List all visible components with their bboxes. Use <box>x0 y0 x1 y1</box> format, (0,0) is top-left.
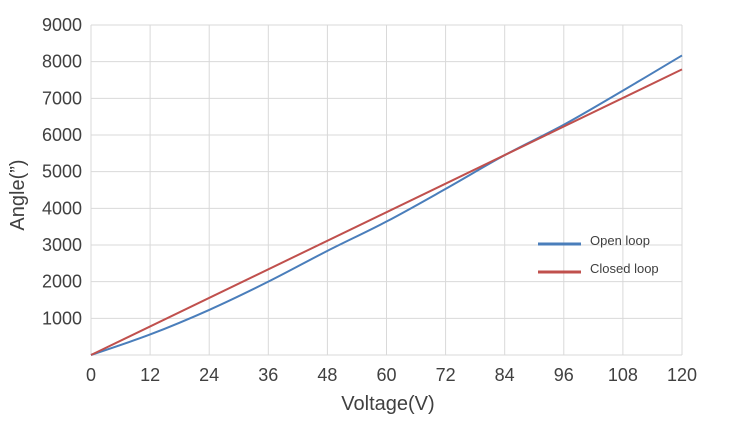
y-tick-label: 1000 <box>42 308 82 328</box>
y-tick-label: 7000 <box>42 88 82 108</box>
series-line-closed-loop <box>90 68 683 356</box>
x-tick-label: 60 <box>376 365 396 385</box>
legend: Open loop Closed loop <box>538 233 659 276</box>
x-tick-label: 12 <box>140 365 160 385</box>
y-tick-label: 4000 <box>42 198 82 218</box>
y-tick-labels: 1000 2000 3000 4000 5000 6000 7000 8000 9000 <box>42 15 82 328</box>
y-tick-label: 3000 <box>42 235 82 255</box>
y-tick-label: 8000 <box>42 52 82 72</box>
legend-label-closed-loop: Closed loop <box>590 261 659 276</box>
y-axis-title: Angle(”) <box>7 159 29 230</box>
x-tick-label: 72 <box>436 365 456 385</box>
y-tick-label: 2000 <box>42 272 82 292</box>
y-tick-label: 5000 <box>42 162 82 182</box>
x-tick-labels: 0 12 24 36 48 60 72 84 96 108 120 <box>86 365 697 385</box>
x-tick-label: 108 <box>608 365 638 385</box>
series-line-open-loop <box>90 54 683 356</box>
series-lines <box>90 54 683 356</box>
x-tick-label: 36 <box>258 365 278 385</box>
x-tick-label: 96 <box>554 365 574 385</box>
x-axis-title: Voltage(V) <box>341 393 434 415</box>
x-tick-label: 0 <box>86 365 96 385</box>
x-tick-label: 24 <box>199 365 219 385</box>
legend-label-open-loop: Open loop <box>590 233 650 248</box>
x-tick-label: 120 <box>667 365 697 385</box>
x-tick-label: 48 <box>317 365 337 385</box>
y-tick-label: 6000 <box>42 125 82 145</box>
x-tick-label: 84 <box>495 365 515 385</box>
y-tick-label: 9000 <box>42 15 82 35</box>
gridlines <box>90 24 683 355</box>
